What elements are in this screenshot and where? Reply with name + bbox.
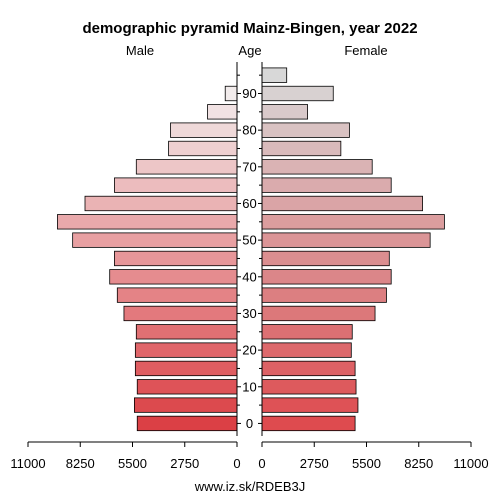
male-x-tick-label: 5500 xyxy=(118,456,147,471)
female-bar xyxy=(261,287,387,303)
male-bar xyxy=(170,122,238,138)
male-bar xyxy=(134,360,238,377)
age-tick-label: 70 xyxy=(242,159,256,174)
female-bar xyxy=(261,122,350,138)
male-bar xyxy=(116,287,238,303)
male-bar xyxy=(133,397,238,413)
male-bar xyxy=(123,305,238,322)
female-bar xyxy=(261,379,357,395)
age-tick-label: 10 xyxy=(242,379,256,394)
female-x-tick-label: 11000 xyxy=(453,456,488,471)
female-x-tick-label: 2750 xyxy=(300,456,329,471)
female-x-tick-label: 0 xyxy=(258,456,265,471)
age-axis: 0 10 20 30 40 50 60 70 80 90 xyxy=(236,62,263,436)
age-tick-label: 90 xyxy=(242,86,256,101)
age-label: Age xyxy=(238,43,261,58)
male-bar xyxy=(207,104,238,120)
male-label: Male xyxy=(126,43,154,58)
male-x-tick-label: 2750 xyxy=(170,456,199,471)
female-bar xyxy=(261,177,392,193)
age-tick-label: 60 xyxy=(242,196,256,211)
male-x-tick-label: 11000 xyxy=(10,456,45,471)
female-bar xyxy=(261,67,288,83)
female-x-tick-label: 8250 xyxy=(404,456,433,471)
male-bar xyxy=(136,415,238,432)
female-bar xyxy=(261,342,352,358)
age-tick-label: 20 xyxy=(242,343,256,358)
age-tick-label: 50 xyxy=(242,233,256,248)
male-bar xyxy=(109,269,238,285)
male-x-tick-label: 8250 xyxy=(66,456,95,471)
male-bar xyxy=(136,379,238,395)
male-bar xyxy=(168,140,238,157)
female-bar xyxy=(261,159,373,175)
female-bar xyxy=(261,85,334,102)
female-bar xyxy=(261,269,392,285)
male-bars xyxy=(57,85,238,432)
female-bar xyxy=(261,324,353,340)
male-bar xyxy=(135,324,238,340)
female-bar xyxy=(261,250,390,267)
male-bar xyxy=(84,195,238,212)
male-bar xyxy=(114,250,238,267)
chart-title: demographic pyramid Mainz-Bingen, year 2… xyxy=(82,20,417,37)
male-bar xyxy=(134,342,238,358)
female-bar xyxy=(261,214,445,230)
male-bar xyxy=(57,214,238,230)
male-bar xyxy=(224,85,238,102)
female-bar xyxy=(261,104,308,120)
male-bar xyxy=(135,159,238,175)
age-tick-label: 80 xyxy=(242,123,256,138)
female-x-tick-label: 5500 xyxy=(352,456,381,471)
female-bar xyxy=(261,232,431,248)
female-bars xyxy=(261,67,445,432)
male-x-tick-label: 0 xyxy=(233,456,240,471)
footer-url: www.iz.sk/RDEB3J xyxy=(194,479,306,494)
female-bar xyxy=(261,305,376,322)
male-bar xyxy=(72,232,238,248)
male-x-axis: 0 2750 5500 8250 11000 xyxy=(10,441,241,471)
male-bar xyxy=(114,177,238,193)
female-bar xyxy=(261,140,342,157)
female-x-axis: 0 2750 5500 8250 11000 xyxy=(258,441,489,471)
female-label: Female xyxy=(344,43,387,58)
female-bar xyxy=(261,360,356,377)
female-bar xyxy=(261,397,359,413)
female-bar xyxy=(261,415,356,432)
female-bar xyxy=(261,195,423,212)
age-tick-label: 0 xyxy=(246,416,253,431)
age-tick-label: 30 xyxy=(242,306,256,321)
age-tick-label: 40 xyxy=(242,269,256,284)
